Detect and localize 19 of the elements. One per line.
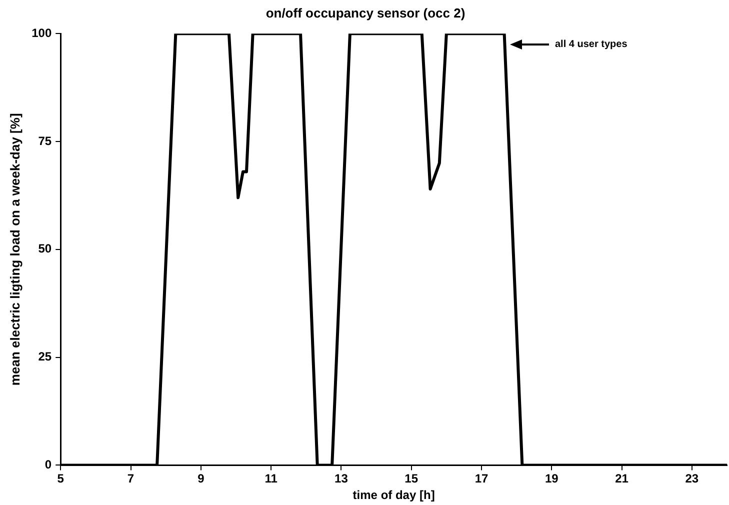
x-tick-label: 21 [615,472,629,486]
x-tick-label: 7 [127,472,134,486]
x-tick-label: 9 [198,472,205,486]
y-tick-label: 25 [38,350,52,364]
x-tick-label: 17 [474,472,488,486]
annotation: all 4 user types [555,38,628,50]
y-tick-label: 75 [38,134,52,148]
y-tick-label: 100 [32,26,52,40]
x-tick-label: 13 [334,472,348,486]
x-tick-label: 19 [544,472,559,486]
x-tick-label: 5 [57,472,64,486]
chart-title: on/off occupancy sensor (occ 2) [266,5,466,20]
x-axis-title: time of day [h] [352,488,435,502]
x-tick-label: 15 [404,472,418,486]
y-tick-label: 50 [38,242,52,256]
y-tick-label: 0 [44,458,52,472]
x-tick-label: 11 [264,472,278,486]
y-axis-title: mean electric ligting load on a week-day [%] [7,113,22,386]
x-tick-label: 23 [685,472,699,486]
